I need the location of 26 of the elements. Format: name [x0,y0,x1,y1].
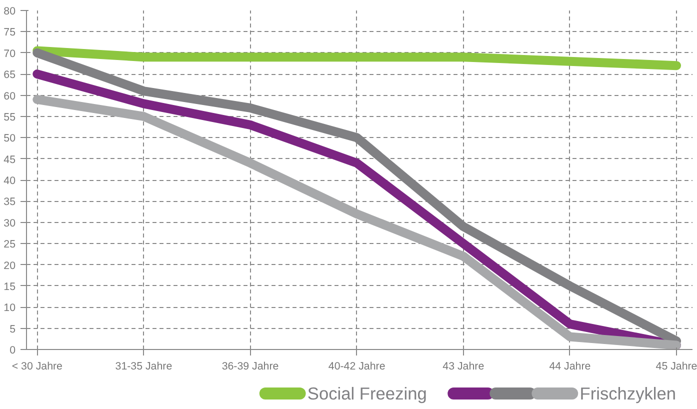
x-tick-label: 44 Jahre [549,360,591,372]
x-tick-label: 43 Jahre [442,360,484,372]
y-tick-label: 50 [4,132,16,145]
y-tick-label: 35 [4,196,16,208]
legend-label: Social Freezing [307,384,427,404]
y-tick-label: 65 [4,69,16,82]
y-tick-label: 20 [4,260,16,272]
x-tick-label: 40-42 Jahre [328,360,386,372]
y-tick-label: 70 [4,48,16,60]
y-tick-label: 10 [4,302,16,314]
y-tick-label: 25 [4,238,16,251]
y-tick-label: 55 [4,111,16,124]
y-tick-label: 40 [4,175,16,187]
x-tick-label: 36-39 Jahre [222,360,279,372]
y-tick-label: 5 [10,323,16,336]
y-tick-label: 15 [4,280,16,293]
y-tick-label: 45 [4,154,16,166]
x-tick-label: < 30 Jahre [12,360,63,372]
y-tick-label: 0 [10,344,16,356]
y-tick-label: 80 [4,6,16,18]
y-tick-label: 60 [4,90,16,102]
y-tick-label: 75 [4,26,16,39]
x-tick-label: 45 Jahre [656,360,697,372]
x-tick-label: 31-35 Jahre [115,360,172,372]
y-tick-label: 30 [4,217,16,230]
legend-label: Frischzyklen [580,384,676,404]
